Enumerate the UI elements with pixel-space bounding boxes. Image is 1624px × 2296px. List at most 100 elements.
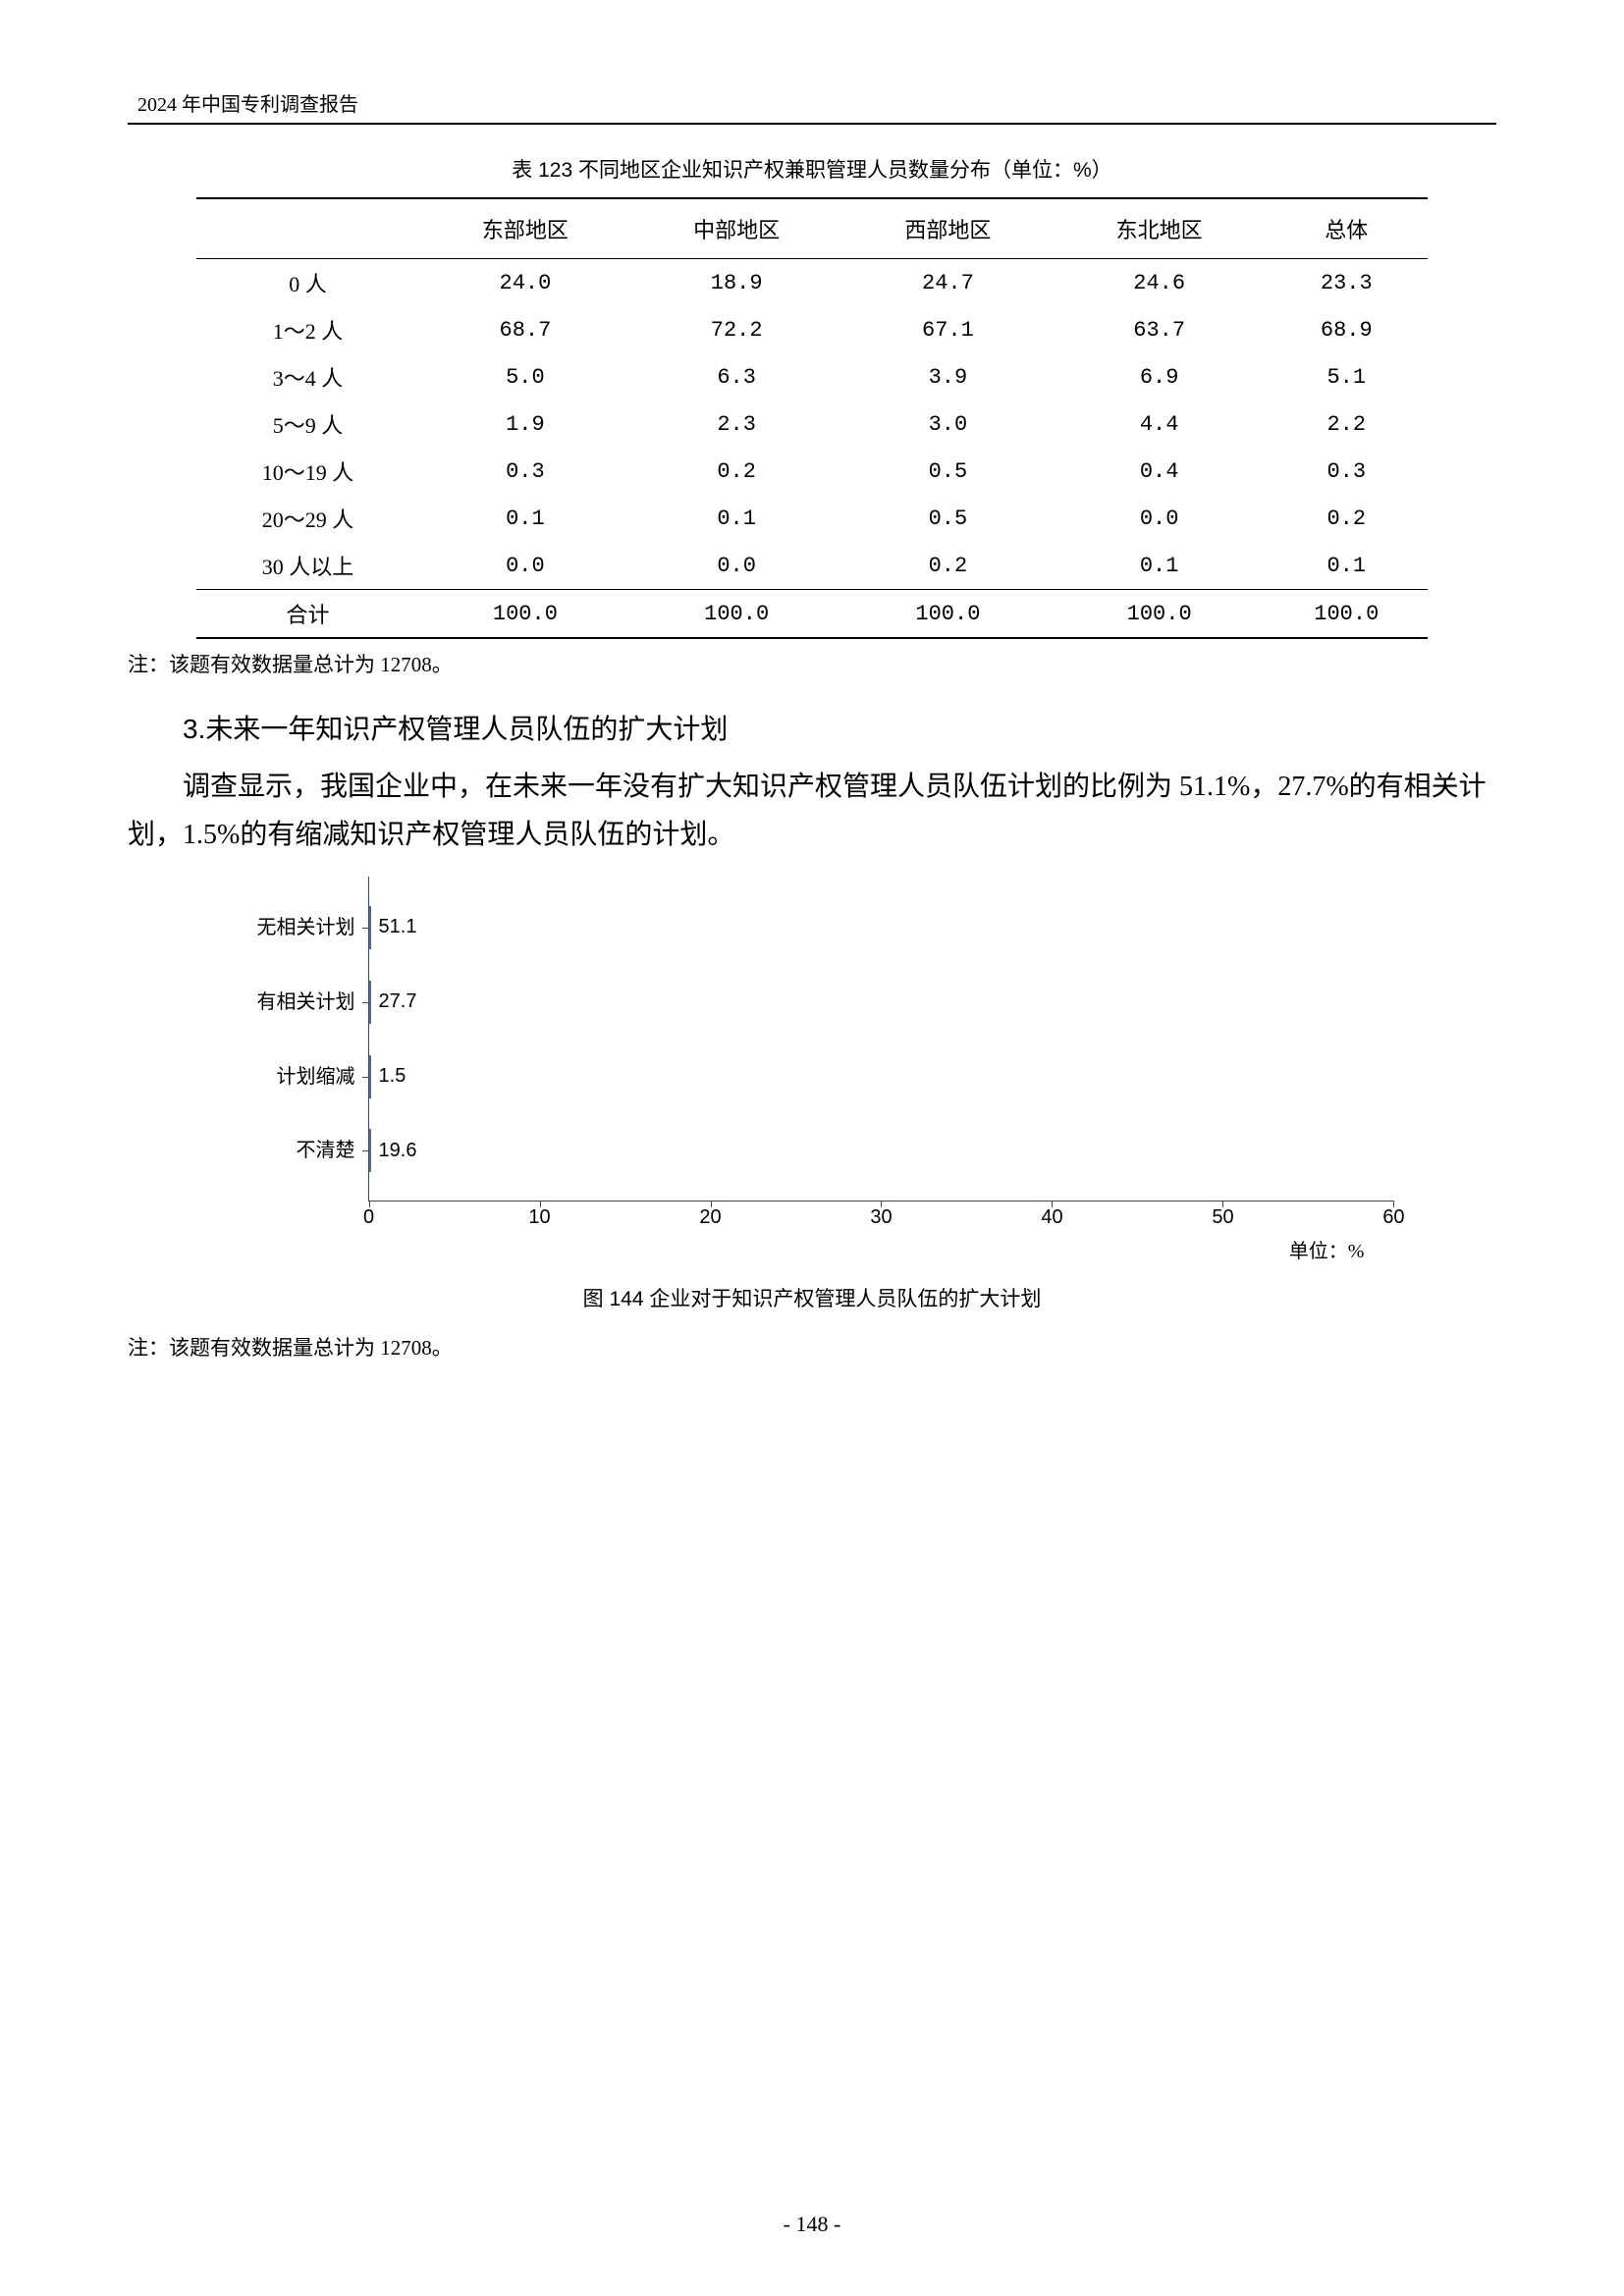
table-123: 东部地区中部地区西部地区东北地区总体 0 人24.018.924.724.623… bbox=[196, 197, 1429, 639]
figure-144: 无相关计划51.1有相关计划27.7计划缩减1.5不清楚19.601020304… bbox=[231, 877, 1394, 1263]
table-cell: 100.0 bbox=[842, 590, 1054, 639]
table-cell: 0.2 bbox=[631, 448, 842, 495]
table-cell: 100.0 bbox=[631, 590, 842, 639]
table-cell: 0.1 bbox=[631, 495, 842, 542]
table-cell: 100.0 bbox=[1054, 590, 1265, 639]
table-cell: 0.0 bbox=[1054, 495, 1265, 542]
chart-bar-value: 51.1 bbox=[379, 916, 417, 938]
table-cell: 0.3 bbox=[419, 448, 630, 495]
table-row: 30 人以上0.00.00.20.10.1 bbox=[196, 542, 1429, 590]
table-123-col-0 bbox=[196, 198, 420, 259]
chart-bar-value: 27.7 bbox=[379, 990, 417, 1013]
table-cell: 0.1 bbox=[419, 495, 630, 542]
table-cell: 68.9 bbox=[1265, 306, 1428, 353]
chart-xtick-label: 10 bbox=[520, 1201, 560, 1229]
row-label: 20～29 人 bbox=[196, 495, 420, 542]
table-123-header-row: 东部地区中部地区西部地区东北地区总体 bbox=[196, 198, 1429, 259]
table-cell: 0.2 bbox=[1265, 495, 1428, 542]
figure-144-plot: 无相关计划51.1有相关计划27.7计划缩减1.5不清楚19.601020304… bbox=[368, 877, 1394, 1201]
table-cell: 4.4 bbox=[1054, 400, 1265, 448]
table-cell: 23.3 bbox=[1265, 259, 1428, 307]
row-label: 5～9 人 bbox=[196, 400, 420, 448]
table-cell: 0.4 bbox=[1054, 448, 1265, 495]
chart-bar-value: 19.6 bbox=[379, 1140, 417, 1162]
figure-144-caption: 图 144 企业对于知识产权管理人员队伍的扩大计划 bbox=[128, 1283, 1496, 1312]
table-cell: 63.7 bbox=[1054, 306, 1265, 353]
table-cell: 5.1 bbox=[1265, 353, 1428, 400]
table-cell: 0.1 bbox=[1265, 542, 1428, 590]
table-cell: 3.0 bbox=[842, 400, 1054, 448]
table-123-col-1: 东部地区 bbox=[419, 198, 630, 259]
chart-ytick bbox=[362, 1002, 369, 1003]
section-3-heading: 3.未来一年知识产权管理人员队伍的扩大计划 bbox=[128, 708, 1496, 747]
table-123-col-4: 东北地区 bbox=[1054, 198, 1265, 259]
header-rule bbox=[128, 123, 1496, 125]
chart-xtick-label: 50 bbox=[1203, 1201, 1242, 1229]
table-123-col-3: 西部地区 bbox=[842, 198, 1054, 259]
table-row: 1～2 人68.772.267.163.768.9 bbox=[196, 306, 1429, 353]
table-cell: 100.0 bbox=[419, 590, 630, 639]
chart-xtick-label: 20 bbox=[691, 1201, 731, 1229]
chart-bar-value: 1.5 bbox=[379, 1065, 406, 1088]
chart-xtick-label: 0 bbox=[350, 1201, 389, 1229]
chart-ylabel: 不清楚 bbox=[228, 1129, 369, 1172]
table-row: 10～19 人0.30.20.50.40.3 bbox=[196, 448, 1429, 495]
chart-bar bbox=[369, 906, 371, 949]
chart-xtick-label: 40 bbox=[1032, 1201, 1071, 1229]
row-label: 10～19 人 bbox=[196, 448, 420, 495]
table-123-col-2: 中部地区 bbox=[631, 198, 842, 259]
chart-xtick-label: 30 bbox=[861, 1201, 900, 1229]
table-cell: 67.1 bbox=[842, 306, 1054, 353]
table-cell: 6.3 bbox=[631, 353, 842, 400]
chart-bar-row: 计划缩减1.5 bbox=[369, 1055, 406, 1098]
table-123-caption: 表 123 不同地区企业知识产权兼职管理人员数量分布（单位：%） bbox=[128, 154, 1496, 184]
table-row: 20～29 人0.10.10.50.00.2 bbox=[196, 495, 1429, 542]
table-cell: 0.3 bbox=[1265, 448, 1428, 495]
row-label: 3～4 人 bbox=[196, 353, 420, 400]
chart-bar bbox=[369, 981, 371, 1024]
table-cell: 24.7 bbox=[842, 259, 1054, 307]
table-123-note: 注：该题有效数据量总计为 12708。 bbox=[128, 649, 1496, 678]
row-label: 0 人 bbox=[196, 259, 420, 307]
table-123-body: 0 人24.018.924.724.623.31～2 人68.772.267.1… bbox=[196, 259, 1429, 639]
chart-ylabel: 无相关计划 bbox=[228, 906, 369, 949]
table-cell: 18.9 bbox=[631, 259, 842, 307]
table-cell: 0.0 bbox=[419, 542, 630, 590]
table-cell: 0.5 bbox=[842, 448, 1054, 495]
row-label: 合计 bbox=[196, 590, 420, 639]
chart-ylabel: 有相关计划 bbox=[228, 981, 369, 1024]
chart-bar bbox=[369, 1129, 371, 1172]
page-number: - 148 - bbox=[0, 2212, 1624, 2237]
table-cell: 1.9 bbox=[419, 400, 630, 448]
table-cell: 2.3 bbox=[631, 400, 842, 448]
table-cell: 2.2 bbox=[1265, 400, 1428, 448]
table-cell: 3.9 bbox=[842, 353, 1054, 400]
chart-ytick bbox=[362, 1150, 369, 1151]
chart-xtick-label: 60 bbox=[1374, 1201, 1413, 1229]
table-cell: 100.0 bbox=[1265, 590, 1428, 639]
table-cell: 5.0 bbox=[419, 353, 630, 400]
table-cell: 0.0 bbox=[631, 542, 842, 590]
chart-ytick bbox=[362, 1077, 369, 1078]
running-header: 2024 年中国专利调查报告 bbox=[128, 88, 1496, 117]
row-label: 1～2 人 bbox=[196, 306, 420, 353]
figure-144-x-unit: 单位：% bbox=[231, 1235, 1394, 1263]
table-row: 5～9 人1.92.33.04.42.2 bbox=[196, 400, 1429, 448]
row-label: 30 人以上 bbox=[196, 542, 420, 590]
table-cell: 72.2 bbox=[631, 306, 842, 353]
table-row: 3～4 人5.06.33.96.95.1 bbox=[196, 353, 1429, 400]
table-row: 0 人24.018.924.724.623.3 bbox=[196, 259, 1429, 307]
chart-ylabel: 计划缩减 bbox=[228, 1055, 369, 1098]
section-3-paragraph: 调查显示，我国企业中，在未来一年没有扩大知识产权管理人员队伍计划的比例为 51.… bbox=[128, 763, 1496, 859]
chart-bar bbox=[369, 1055, 371, 1098]
chart-bar-row: 不清楚19.6 bbox=[369, 1129, 417, 1172]
table-cell: 24.6 bbox=[1054, 259, 1265, 307]
table-cell: 0.1 bbox=[1054, 542, 1265, 590]
chart-bar-row: 有相关计划27.7 bbox=[369, 981, 417, 1024]
table-cell: 0.5 bbox=[842, 495, 1054, 542]
table-cell: 24.0 bbox=[419, 259, 630, 307]
table-cell: 0.2 bbox=[842, 542, 1054, 590]
chart-ytick bbox=[362, 928, 369, 929]
figure-144-note: 注：该题有效数据量总计为 12708。 bbox=[128, 1332, 1496, 1362]
table-123-sum-row: 合计100.0100.0100.0100.0100.0 bbox=[196, 590, 1429, 639]
